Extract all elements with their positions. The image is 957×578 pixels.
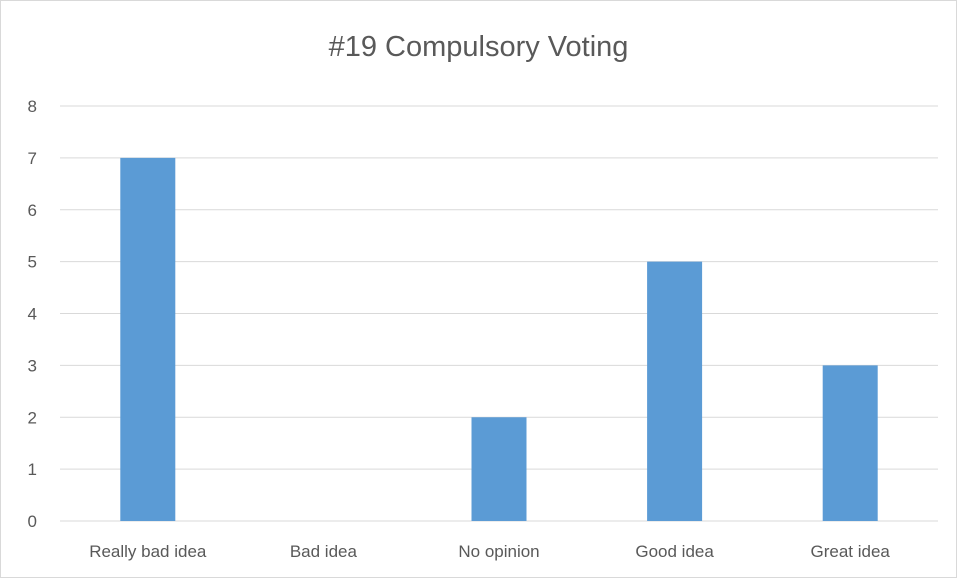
y-tick-label: 5 bbox=[28, 253, 37, 272]
x-tick-label: Great idea bbox=[811, 542, 891, 561]
bars bbox=[120, 157, 878, 521]
bar-no-opinion bbox=[471, 417, 527, 521]
x-tick-label: Really bad idea bbox=[89, 542, 207, 561]
chart-title: #19 Compulsory Voting bbox=[328, 31, 629, 63]
x-tick-label: Bad idea bbox=[290, 542, 358, 561]
y-tick-label: 1 bbox=[28, 460, 37, 479]
y-tick-label: 3 bbox=[28, 356, 37, 375]
y-tick-label: 0 bbox=[28, 512, 37, 531]
y-axis-ticks: 0 1 2 3 4 5 6 7 8 bbox=[28, 97, 37, 531]
y-tick-label: 7 bbox=[28, 149, 37, 168]
x-tick-label: No opinion bbox=[458, 542, 539, 561]
y-tick-label: 6 bbox=[28, 201, 37, 220]
bar-great-idea bbox=[822, 365, 878, 521]
bar-really-bad-idea bbox=[120, 157, 176, 521]
y-tick-label: 8 bbox=[28, 97, 37, 116]
y-tick-label: 4 bbox=[28, 305, 37, 324]
bar-good-idea bbox=[647, 261, 703, 521]
x-tick-label: Good idea bbox=[635, 542, 714, 561]
x-axis-ticks: Really bad idea Bad idea No opinion Good id… bbox=[89, 542, 890, 561]
y-tick-label: 2 bbox=[28, 408, 37, 427]
